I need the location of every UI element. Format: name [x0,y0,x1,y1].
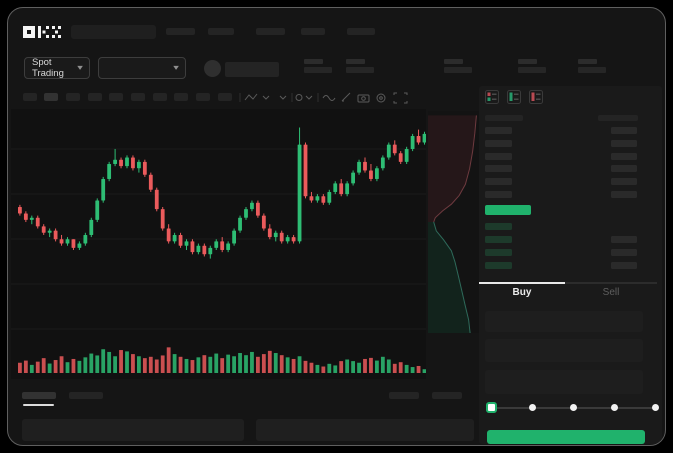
chevron-down-icon [279,95,287,100]
chart-tools [236,91,416,104]
bottom-filter[interactable] [432,392,462,399]
bottom-tab-active[interactable] [22,392,56,399]
buy-submit-button[interactable] [487,430,645,444]
nav-item[interactable] [166,28,195,35]
draw-pencil-icon [341,92,351,102]
chevron-down-icon [305,95,313,100]
orders-row-placeholder [256,419,474,441]
timeframe-button[interactable] [23,93,37,101]
timeframe-button[interactable] [66,93,80,101]
timeframe-button[interactable] [153,93,167,101]
price-field[interactable] [485,311,643,332]
chevron-down-icon: ▾ [77,63,83,72]
slider-stop[interactable] [570,404,577,411]
tab-buy[interactable]: Buy [512,287,532,298]
bottom-tab-underline [23,404,54,406]
buy-tab-indicator [479,282,565,284]
nav-item[interactable] [256,28,285,35]
timeframe-button[interactable] [196,93,210,101]
total-field[interactable] [485,370,643,394]
okx-logo [23,25,65,39]
candle-type-icon [244,93,258,101]
timeframe-button[interactable] [131,93,145,101]
line-style-icon [322,95,336,101]
chevron-down-icon: ▾ [173,63,179,72]
slider-stop[interactable] [529,404,536,411]
pair-dropdown[interactable]: ▾ [98,57,186,79]
nav-item[interactable] [301,28,325,35]
slider-handle[interactable] [486,402,497,413]
pair-title-placeholder [225,62,279,77]
timeframe-button-active[interactable] [44,93,58,101]
indicator-icon [295,94,303,101]
settings-icon [376,93,386,103]
orderbook-price-header [485,115,523,121]
timeframe-button[interactable] [174,93,188,101]
bottom-tab[interactable] [69,392,103,399]
timeframe-button[interactable] [218,93,232,101]
nav-item[interactable] [208,28,234,35]
orderbook-amount-header [598,115,638,121]
tab-sell[interactable]: Sell [602,287,620,298]
last-price-badge[interactable] [485,205,531,215]
timeframe-button[interactable] [109,93,123,101]
nav-item[interactable] [347,28,375,35]
amount-field[interactable] [485,339,643,362]
depth-chart [428,111,480,333]
search-input[interactable] [71,25,156,39]
slider-stop[interactable] [611,404,618,411]
orderbook-asks-icon[interactable] [529,90,543,104]
orderbook-bids-icon[interactable] [507,90,521,104]
candlestick-chart [11,109,426,379]
coin-avatar[interactable] [204,60,221,77]
slider-stop[interactable] [652,404,659,411]
market-type-dropdown[interactable]: Spot Trading ▾ [24,57,90,79]
camera-icon [357,94,370,103]
chevron-down-icon [262,95,270,100]
orders-row-placeholder [22,419,244,441]
app-window: Spot Trading ▾ ▾ [7,7,666,446]
orderbook-combined-icon[interactable] [485,90,499,104]
bottom-filter[interactable] [389,392,419,399]
timeframe-button[interactable] [88,93,102,101]
fullscreen-icon [393,92,408,104]
tab-divider [565,282,657,284]
market-type-label: Spot Trading [32,57,64,79]
